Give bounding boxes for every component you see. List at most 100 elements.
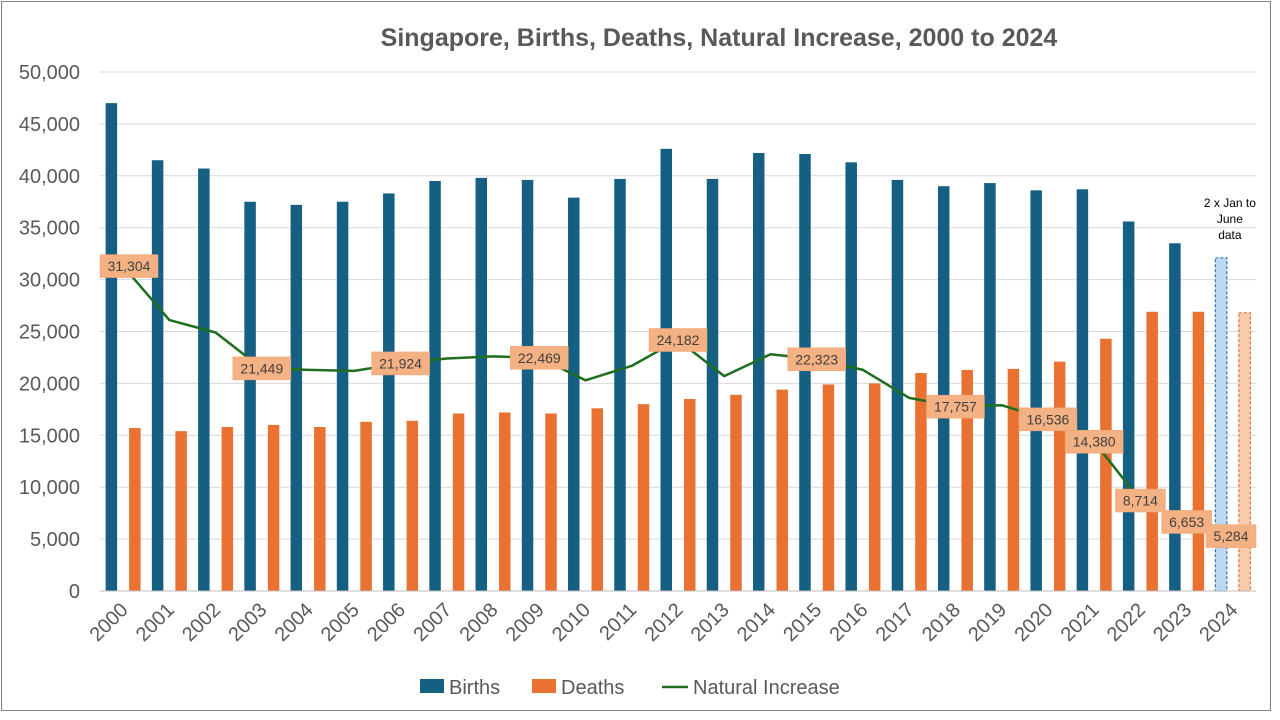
births-bar bbox=[383, 193, 395, 592]
x-tick-label: 2009 bbox=[502, 599, 549, 646]
births-bar bbox=[568, 197, 580, 591]
legend-item: Births bbox=[420, 677, 500, 699]
deaths-bar bbox=[221, 426, 234, 591]
x-tick-label: 2000 bbox=[86, 599, 133, 646]
chart: Singapore, Births, Deaths, Natural Incre… bbox=[19, 24, 1257, 699]
y-tick-label: 5,000 bbox=[30, 529, 80, 551]
legend-item: Natural Increase bbox=[662, 677, 840, 699]
data-label: 21,924 bbox=[371, 351, 430, 376]
data-label-text: 24,182 bbox=[657, 332, 700, 348]
data-label-text: 31,304 bbox=[108, 258, 151, 274]
data-label-text: 5,284 bbox=[1213, 528, 1248, 544]
deaths-bar bbox=[684, 398, 696, 591]
deaths-bar bbox=[314, 426, 326, 591]
data-label: 14,380 bbox=[1064, 429, 1124, 454]
y-tick-label: 40,000 bbox=[19, 166, 80, 188]
y-tick-label: 0 bbox=[69, 581, 80, 603]
data-label-box bbox=[232, 356, 292, 381]
births-bar bbox=[752, 152, 765, 592]
bars bbox=[105, 103, 1251, 592]
x-tick-label: 2017 bbox=[872, 599, 919, 646]
legend-label: Deaths bbox=[561, 677, 624, 699]
deaths-bar bbox=[1238, 312, 1251, 592]
annotation-text: June bbox=[1217, 212, 1243, 226]
deaths-bar bbox=[822, 384, 835, 591]
births-bar bbox=[937, 186, 950, 591]
y-tick-label: 45,000 bbox=[19, 114, 80, 136]
births-bar bbox=[244, 201, 256, 591]
deaths-bar bbox=[591, 408, 604, 591]
data-label: 21,449 bbox=[232, 356, 292, 381]
deaths-bar bbox=[267, 424, 280, 591]
x-tick-label: 2006 bbox=[363, 599, 410, 646]
deaths-bar bbox=[868, 383, 881, 591]
x-tick-label: 2004 bbox=[271, 599, 318, 646]
annotation: 2 x Jan to June data bbox=[1204, 196, 1256, 242]
data-label-text: 22,469 bbox=[518, 350, 561, 366]
x-tick-label: 2005 bbox=[317, 599, 364, 646]
y-tick-label: 35,000 bbox=[19, 218, 80, 240]
births-bar bbox=[429, 180, 441, 592]
deaths-bar bbox=[1192, 311, 1205, 591]
x-tick-label: 2001 bbox=[132, 599, 179, 646]
data-label: 22,323 bbox=[787, 347, 846, 372]
data-label-box bbox=[510, 346, 569, 370]
data-label-box bbox=[648, 328, 708, 352]
x-tick-label: 2022 bbox=[1103, 599, 1150, 646]
data-label-text: 21,449 bbox=[240, 360, 283, 376]
x-tick-label: 2008 bbox=[456, 599, 503, 646]
deaths-bar bbox=[961, 369, 973, 591]
annotation-text: 2 x Jan to bbox=[1204, 196, 1256, 210]
births-bar bbox=[614, 178, 626, 591]
births-bar bbox=[521, 179, 534, 591]
x-tick-label: 2003 bbox=[224, 599, 271, 646]
births-bar bbox=[1169, 243, 1181, 591]
births-bar bbox=[984, 183, 996, 592]
data-label-text: 6,653 bbox=[1169, 514, 1204, 530]
deaths-bar bbox=[776, 389, 788, 591]
births-bar bbox=[151, 160, 164, 592]
x-tick-label: 2021 bbox=[1057, 599, 1104, 646]
data-label-box bbox=[371, 351, 430, 376]
data-label: 17,757 bbox=[926, 394, 985, 419]
births-bar bbox=[198, 168, 210, 591]
data-label: 24,182 bbox=[648, 328, 708, 352]
data-label: 22,469 bbox=[510, 346, 569, 370]
deaths-bar bbox=[452, 413, 465, 591]
deaths-bar bbox=[360, 421, 372, 591]
deaths-bar bbox=[545, 413, 557, 591]
data-labels: 31,304 21,449 21,924 22,469 24,182 22,323 17,7… bbox=[99, 254, 1257, 548]
deaths-bar bbox=[1146, 311, 1158, 591]
data-label: 31,304 bbox=[99, 254, 159, 278]
births-bar bbox=[290, 204, 303, 591]
data-label: 8,714 bbox=[1115, 488, 1166, 513]
births-bar bbox=[1122, 221, 1135, 592]
chart-frame: Singapore, Births, Deaths, Natural Incre… bbox=[1, 1, 1271, 711]
births-bar bbox=[706, 178, 719, 591]
data-label-text: 8,714 bbox=[1123, 493, 1158, 509]
deaths-bar bbox=[637, 404, 650, 591]
deaths-bar bbox=[175, 431, 187, 591]
legend-label: Natural Increase bbox=[693, 677, 840, 699]
deaths-bar bbox=[499, 412, 511, 591]
natural-increase-line bbox=[122, 265, 1234, 538]
y-axis: 0 5,000 10,000 15,000 20,000 25,000 30,000 35,0… bbox=[19, 62, 80, 603]
data-label-box bbox=[926, 394, 985, 419]
chart-title: Singapore, Births, Deaths, Natural Incre… bbox=[381, 24, 1058, 52]
data-label-text: 21,924 bbox=[379, 355, 422, 371]
x-axis: 2000 2001 2002 2003 2004 2005 2006 2007 2008 2009… bbox=[86, 590, 1256, 646]
deaths-bar bbox=[1053, 361, 1066, 591]
births-bar bbox=[799, 154, 811, 591]
x-tick-label: 2023 bbox=[1149, 599, 1196, 646]
deaths-bar bbox=[730, 394, 742, 591]
x-tick-label: 2002 bbox=[178, 599, 225, 646]
births-bar bbox=[336, 201, 349, 591]
births-bar bbox=[660, 148, 672, 591]
x-tick-label: 2013 bbox=[687, 599, 734, 646]
births-bar bbox=[891, 179, 904, 591]
births-bar bbox=[845, 162, 857, 591]
x-tick-label: 2020 bbox=[1010, 599, 1057, 646]
data-label: 6,653 bbox=[1161, 510, 1212, 534]
data-label-box bbox=[1161, 510, 1212, 534]
x-tick-label: 2012 bbox=[641, 599, 688, 646]
